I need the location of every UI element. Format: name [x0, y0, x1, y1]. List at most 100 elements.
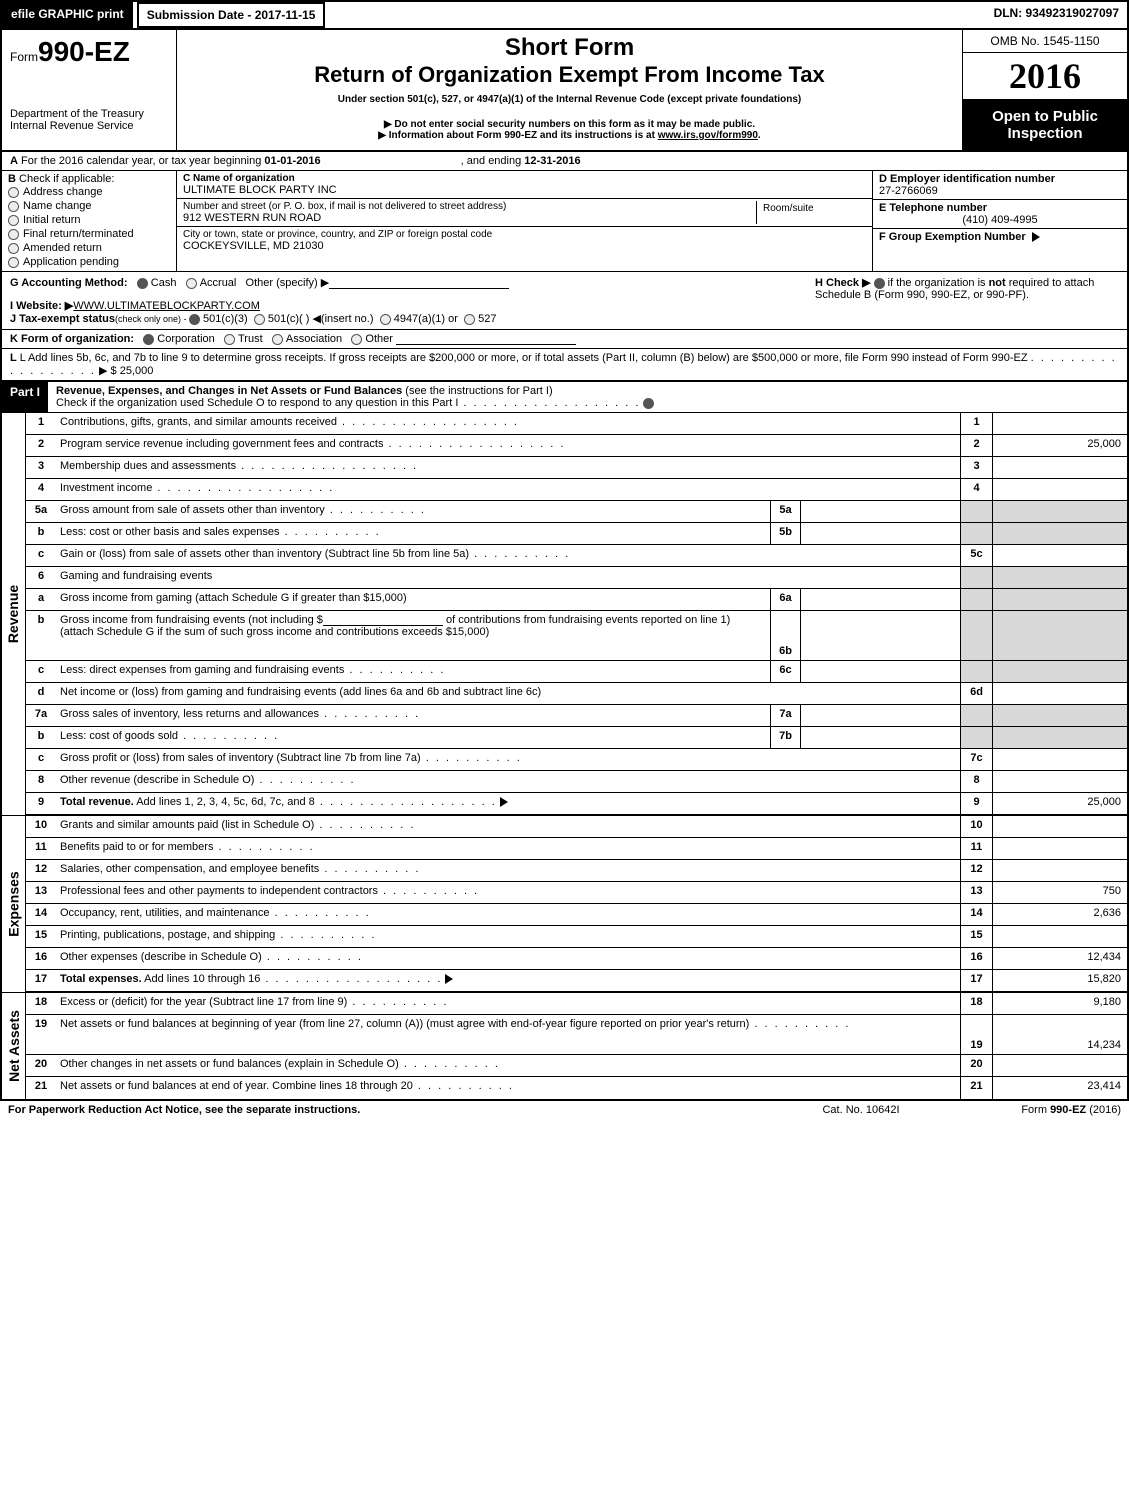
amt-2: 25,000 — [992, 435, 1127, 456]
row-12: 12 Salaries, other compensation, and emp… — [26, 860, 1127, 882]
check-amended-return[interactable]: Amended return — [8, 241, 170, 255]
telephone: (410) 409-4995 — [879, 214, 1121, 226]
dln: DLN: 93492319027097 — [986, 2, 1127, 28]
label-d: D Employer identification number — [879, 173, 1055, 185]
check-initial-return[interactable]: Initial return — [8, 213, 170, 227]
arrow-icon — [445, 974, 453, 984]
radio-527[interactable] — [464, 314, 475, 325]
form-header: Form990-EZ Department of the Treasury In… — [2, 30, 1127, 152]
row-18: 18 Excess or (deficit) for the year (Sub… — [26, 993, 1127, 1015]
org-info: C Name of organization ULTIMATE BLOCK PA… — [177, 171, 872, 271]
row-15: 15 Printing, publications, postage, and … — [26, 926, 1127, 948]
row-13: 13 Professional fees and other payments … — [26, 882, 1127, 904]
row-2: 2 Program service revenue including gove… — [26, 435, 1127, 457]
label-city: City or town, state or province, country… — [183, 229, 866, 240]
fundraising-amount-input[interactable] — [323, 614, 443, 626]
form-number: 990-EZ — [38, 36, 130, 67]
amt-16: 12,434 — [992, 948, 1127, 969]
val-7a — [800, 705, 960, 726]
row-4: 4 Investment income 4 — [26, 479, 1127, 501]
gross-receipts: ▶ $ 25,000 — [99, 365, 153, 377]
label-street: Number and street (or P. O. box, if mail… — [183, 201, 756, 212]
amt-18: 9,180 — [992, 993, 1127, 1014]
under-section: Under section 501(c), 527, or 4947(a)(1)… — [185, 94, 954, 105]
side-netassets: Net Assets — [2, 993, 26, 1099]
side-expenses: Expenses — [2, 816, 26, 992]
part1-title: Revenue, Expenses, and Changes in Net As… — [56, 385, 402, 397]
check-name-change[interactable]: Name change — [8, 199, 170, 213]
dept-irs: Internal Revenue Service — [10, 120, 168, 132]
website-link[interactable]: WWW.ULTIMATEBLOCKPARTY.COM — [73, 300, 260, 312]
top-bar: efile GRAPHIC print Submission Date - 20… — [2, 2, 1127, 30]
radio-accrual[interactable] — [186, 278, 197, 289]
row-5b: b Less: cost or other basis and sales ex… — [26, 523, 1127, 545]
radio-cash[interactable] — [137, 278, 148, 289]
amt-1 — [992, 413, 1127, 434]
return-title: Return of Organization Exempt From Incom… — [185, 62, 954, 88]
amt-20 — [992, 1055, 1127, 1076]
check-address-change[interactable]: Address change — [8, 185, 170, 199]
amt-4 — [992, 479, 1127, 500]
row-11: 11 Benefits paid to or for members 11 — [26, 838, 1127, 860]
instruction-line-2: ▶ Information about Form 990-EZ and its … — [185, 130, 954, 141]
radio-corporation[interactable] — [143, 334, 154, 345]
section-b: B Check if applicable: Address change Na… — [2, 171, 177, 271]
org-name: ULTIMATE BLOCK PARTY INC — [183, 184, 866, 196]
section-h: H Check ▶ if the organization is not req… — [807, 272, 1127, 329]
radio-association[interactable] — [272, 334, 283, 345]
row-17: 17 Total expenses. Add lines 10 through … — [26, 970, 1127, 992]
radio-501c3[interactable] — [189, 314, 200, 325]
radio-trust[interactable] — [224, 334, 235, 345]
amt-12 — [992, 860, 1127, 881]
label-g: G Accounting Method: — [10, 277, 128, 289]
check-application-pending[interactable]: Application pending — [8, 255, 170, 269]
other-specify-input[interactable] — [329, 277, 509, 289]
efile-print-button[interactable]: efile GRAPHIC print — [2, 2, 133, 28]
amt-19: 14,234 — [992, 1015, 1127, 1054]
label-j: J Tax-exempt status — [10, 313, 115, 325]
line-l: L L Add lines 5b, 6c, and 7b to line 9 t… — [2, 349, 1127, 381]
netassets-section: Net Assets 18 Excess or (deficit) for th… — [2, 992, 1127, 1099]
city-state-zip: COCKEYSVILLE, MD 21030 — [183, 240, 866, 252]
amt-13: 750 — [992, 882, 1127, 903]
row-20: 20 Other changes in net assets or fund b… — [26, 1055, 1127, 1077]
right-info: D Employer identification number 27-2766… — [872, 171, 1127, 271]
label-i: I Website: ▶ — [10, 300, 73, 312]
open-to-public: Open to Public Inspection — [963, 100, 1127, 150]
radio-4947[interactable] — [380, 314, 391, 325]
other-org-input[interactable] — [396, 333, 576, 345]
header-right: OMB No. 1545-1150 2016 Open to Public In… — [962, 30, 1127, 150]
form-ref: Form 990-EZ (2016) — [961, 1104, 1121, 1116]
row-6: 6 Gaming and fundraising events — [26, 567, 1127, 589]
check-h[interactable] — [874, 278, 885, 289]
street-address: 912 WESTERN RUN ROAD — [183, 212, 756, 224]
amt-11 — [992, 838, 1127, 859]
check-schedule-o[interactable] — [643, 398, 654, 409]
header-mid: Short Form Return of Organization Exempt… — [177, 30, 962, 150]
row-6d: d Net income or (loss) from gaming and f… — [26, 683, 1127, 705]
instruction-line-1: ▶ Do not enter social security numbers o… — [185, 119, 954, 130]
tax-year: 2016 — [963, 53, 1127, 100]
row-16: 16 Other expenses (describe in Schedule … — [26, 948, 1127, 970]
catalog-number: Cat. No. 10642I — [761, 1104, 961, 1116]
radio-other-org[interactable] — [351, 334, 362, 345]
row-14: 14 Occupancy, rent, utilities, and maint… — [26, 904, 1127, 926]
check-final-return[interactable]: Final return/terminated — [8, 227, 170, 241]
row-19: 19 Net assets or fund balances at beginn… — [26, 1015, 1127, 1055]
row-6c: c Less: direct expenses from gaming and … — [26, 661, 1127, 683]
amt-14: 2,636 — [992, 904, 1127, 925]
val-6c — [800, 661, 960, 682]
val-5b — [800, 523, 960, 544]
amt-9: 25,000 — [992, 793, 1127, 814]
radio-501c[interactable] — [254, 314, 265, 325]
amt-10 — [992, 816, 1127, 837]
row-1: 1 Contributions, gifts, grants, and simi… — [26, 413, 1127, 435]
room-suite: Room/suite — [756, 201, 866, 224]
label-e: E Telephone number — [879, 202, 987, 214]
label-c: C Name of organization — [183, 173, 295, 184]
form-page: efile GRAPHIC print Submission Date - 20… — [0, 0, 1129, 1101]
side-revenue: Revenue — [2, 413, 26, 815]
revenue-section: Revenue 1 Contributions, gifts, grants, … — [2, 413, 1127, 815]
section-bcdef: B Check if applicable: Address change Na… — [2, 171, 1127, 272]
irs-link[interactable]: www.irs.gov/form990 — [658, 130, 758, 141]
